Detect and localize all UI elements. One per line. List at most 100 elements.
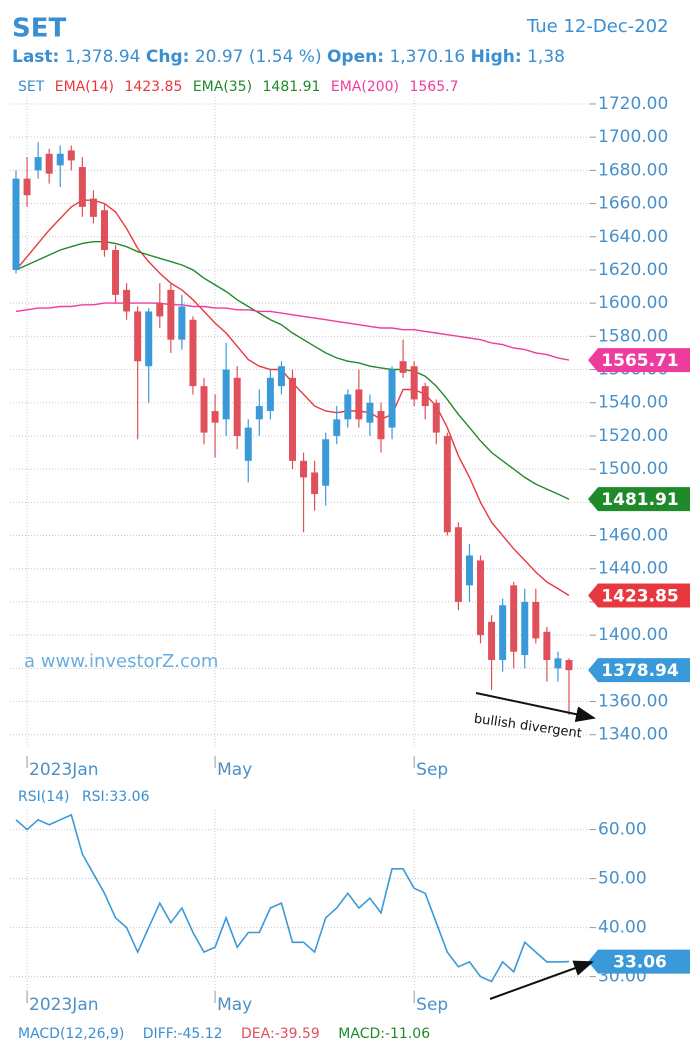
macd-value: MACD:-11.06: [338, 1026, 430, 1042]
candle-body: [432, 402, 440, 433]
price-tag-label: 1423.85: [601, 587, 678, 607]
candle-body: [477, 560, 485, 636]
quote-label: Chg:: [146, 47, 190, 67]
y-tick-label: 1580.00: [598, 326, 668, 346]
candle-body: [277, 366, 285, 387]
x-tick-label: May: [217, 760, 252, 780]
x-tick-label: May: [217, 995, 252, 1015]
candle-body: [421, 386, 429, 407]
legend-entry: SET: [18, 79, 45, 95]
candle-body: [12, 178, 20, 270]
quote-value: 1,378.94: [65, 47, 141, 67]
price-tag-label: 1481.91: [601, 490, 678, 510]
x-tick-label: 2023Jan: [29, 760, 98, 780]
candle-body: [565, 660, 573, 671]
rsi-header: RSI(14) RSI:33.06: [18, 789, 150, 805]
y-tick-label: 1600.00: [598, 293, 668, 313]
y-tick-label: 1440.00: [598, 559, 668, 579]
rsi-line: [15, 813, 570, 983]
x-tick-label: Sep: [416, 995, 448, 1015]
plot-layer: 1340.001360.001380.001400.001420.001440.…: [10, 94, 690, 1015]
candle-body: [322, 439, 330, 486]
candle-body: [244, 427, 252, 461]
candle-body: [266, 377, 274, 412]
candle-body: [510, 585, 518, 652]
price-tag-label: 1565.71: [601, 351, 678, 371]
candle-body: [167, 289, 175, 340]
candle-body: [222, 369, 230, 420]
price-tag: [588, 949, 690, 974]
y-tick-label: 1620.00: [598, 260, 668, 280]
candle-body: [134, 311, 142, 362]
candle-body: [454, 527, 462, 602]
quote-label: High:: [471, 47, 522, 67]
candle-body: [112, 250, 120, 295]
y-tick-label: 1360.00: [598, 692, 668, 712]
price-tag: [588, 583, 690, 608]
legend-entry: EMA(35): [193, 79, 252, 95]
candle-body: [23, 178, 31, 196]
annotation: bullish divergent: [473, 712, 583, 742]
candle-body: [300, 460, 308, 478]
candle-body: [377, 411, 385, 440]
y-tick-label: 1500.00: [598, 459, 668, 479]
legend-value: 1565.7: [409, 79, 458, 95]
y-tick-label: 1700.00: [598, 127, 668, 147]
divergence-arrow: [489, 960, 594, 1000]
price-tag: [588, 658, 690, 683]
candle-body: [45, 153, 53, 174]
macd-header: MACD(12,26,9) DIFF:-45.12 DEA:-39.59 MAC…: [18, 1026, 430, 1042]
y-tick-label: 1460.00: [598, 526, 668, 546]
legend-value: 1481.91: [263, 79, 321, 95]
candle-body: [344, 394, 352, 420]
x-tick-label: Sep: [416, 760, 448, 780]
rsi-title: RSI(14): [18, 789, 69, 805]
candle-body: [145, 311, 153, 367]
y-tick-label: 1720.00: [598, 94, 668, 114]
price-tag: [588, 348, 690, 373]
price-tag-label: 33.06: [613, 953, 667, 973]
candle-body: [532, 601, 540, 639]
y-tick-label: 60.00: [598, 820, 647, 840]
watermark: a www.investorZ.com: [24, 651, 218, 672]
symbol: SET: [12, 14, 66, 44]
candle-body: [521, 601, 529, 656]
legend-entry: EMA(14): [55, 79, 114, 95]
candle-body: [410, 366, 418, 400]
candle-body: [34, 157, 42, 171]
quote-value: 20.97 (1.54 %): [195, 47, 322, 67]
candle-body: [333, 419, 341, 436]
y-tick-label: 1520.00: [598, 426, 668, 446]
macd-dea: DEA:-39.59: [241, 1026, 320, 1042]
y-tick-label: 1400.00: [598, 625, 668, 645]
quote-value: 1,38: [527, 47, 565, 67]
candle-body: [443, 435, 451, 533]
legend: SET EMA(14) 1423.85 EMA(35) 1481.91 EMA(…: [18, 79, 458, 95]
candle-body: [289, 377, 296, 461]
candle-body: [488, 621, 496, 661]
y-tick-label: 1340.00: [598, 725, 668, 745]
candle-body: [211, 411, 219, 423]
candle-body: [366, 402, 374, 423]
y-tick-label: 1540.00: [598, 393, 668, 413]
candle-body: [189, 319, 197, 387]
candle-body: [56, 153, 64, 166]
legend-value: 1423.85: [124, 79, 182, 95]
legend-entry: EMA(200): [331, 79, 399, 95]
price-tag-label: 1378.94: [601, 661, 679, 681]
candle-body: [255, 406, 263, 420]
y-tick-label: 1640.00: [598, 227, 668, 247]
candle-body: [399, 361, 407, 373]
candle-body: [554, 658, 562, 669]
divergence-arrow: [475, 692, 596, 723]
y-tick-label: 1660.00: [598, 194, 668, 214]
quote-line: Last: 1,378.94 Chg: 20.97 (1.54 %) Open:…: [12, 47, 565, 67]
y-tick-label: 1680.00: [598, 160, 668, 180]
candle-body: [78, 167, 86, 207]
x-tick-label: 2023Jan: [29, 995, 98, 1015]
y-tick-label: 40.00: [598, 918, 647, 938]
candle-body: [465, 555, 473, 586]
candle-body: [355, 389, 363, 420]
candle-body: [123, 289, 131, 312]
